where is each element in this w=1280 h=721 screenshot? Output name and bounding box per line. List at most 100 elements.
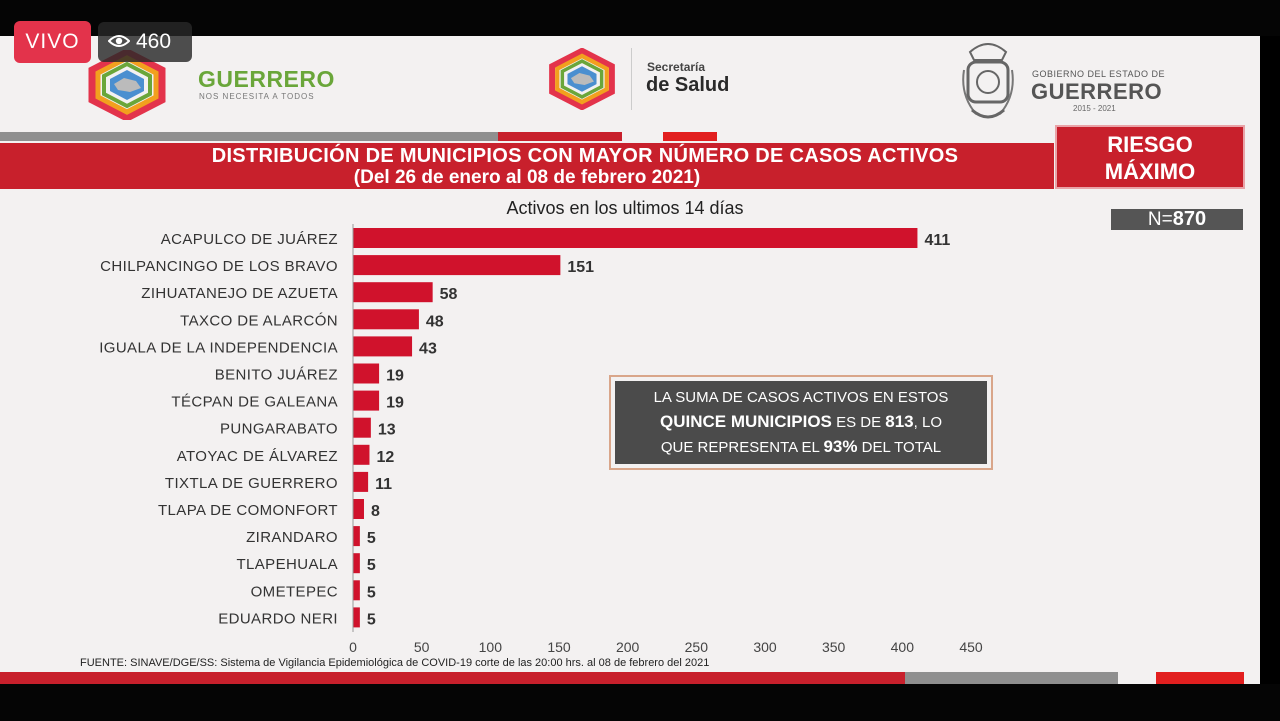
data-label: 5 [367,584,376,601]
footer-strip [1156,672,1244,684]
bar [353,499,364,519]
viewer-count: 460 [136,30,172,53]
brand-name: GUERRERO [198,66,335,92]
category-label: ACAPULCO DE JUÁREZ [161,231,338,248]
data-label: 43 [419,340,437,357]
bar [353,336,413,357]
bar-chart: ACAPULCO DE JUÁREZ 411 CHILPANCINGO DE LOS… [99,224,983,655]
category-label: TIXTLA DE GUERRERO [165,475,338,492]
viewer-count-badge: 460 [98,22,192,62]
x-tick-label: 450 [959,639,983,655]
category-label: EDUARDO NERI [218,610,338,627]
callout-part3: ES DE [836,414,882,431]
bar [353,363,380,384]
bar [353,471,369,492]
slide-date-range: (Del 26 de enero al 08 de febrero 2021) [353,167,701,188]
category-label: CHILPANCINGO DE LOS BRAVO [100,258,338,275]
salud-logo-icon [549,48,615,110]
data-label: 19 [386,395,404,412]
x-tick-label: 150 [547,639,571,655]
x-tick-label: 250 [685,639,709,655]
risk-level-badge: RIESGO MÁXIMO [1055,125,1245,189]
bar [353,309,419,330]
callout-part2: QUINCE MUNICIPIOS [660,412,832,431]
data-label: 8 [371,503,380,520]
live-badge: VIVO [14,21,91,63]
gov-period: 2015 - 2021 [1073,104,1116,113]
category-label: TAXCO DE ALARCÓN [180,312,338,329]
bar [353,580,360,601]
summary-callout-text: LA SUMA DE CASOS ACTIVOS EN ESTOS QUINCE… [615,381,987,464]
total-cases-badge: N=870 [1111,209,1243,230]
stream-bottom-bar [0,684,1280,721]
data-label: 5 [367,530,376,547]
bar [353,444,370,465]
category-label: TLAPEHUALA [236,556,338,573]
category-label: ATOYAC DE ÁLVAREZ [177,448,338,465]
callout-part7: 93% [823,437,858,456]
state-coat-of-arms-icon [962,43,1014,119]
de-salud-label: de Salud [646,74,730,96]
data-label: 151 [567,259,594,276]
bar [353,228,918,248]
x-tick-label: 350 [822,639,846,655]
bar [353,255,561,276]
x-tick-label: 200 [616,639,640,655]
footer-strip [905,672,1118,684]
category-label: IGUALA DE LA INDEPENDENCIA [99,339,338,356]
eye-icon [108,35,130,47]
bar [353,607,360,628]
bar [353,526,360,547]
footer-strip [0,672,905,684]
bar [353,417,371,438]
data-label: 11 [375,476,392,493]
x-tick-label: 300 [753,639,777,655]
x-tick-label: 100 [479,639,503,655]
bar [353,282,433,303]
data-label: 5 [367,611,376,628]
data-label: 12 [376,449,394,466]
slide-title: DISTRIBUCIÓN DE MUNICIPIOS CON MAYOR NÚM… [211,145,959,167]
data-label: 58 [440,286,458,303]
callout-part5: , LO [913,414,942,431]
bar [353,553,360,574]
category-label: TLAPA DE COMONFORT [158,502,338,519]
secretaria-label: Secretaría [647,60,706,74]
category-label: PUNGARABATO [220,421,338,438]
data-label: 48 [426,313,444,330]
risk-line2: MÁXIMO [1104,159,1196,184]
bar [353,390,380,411]
gov-label: GOBIERNO DEL ESTADO DE [1032,69,1166,79]
category-label: ZIHUATANEJO DE AZUETA [141,285,338,302]
presentation-slide: GUERRERO NOS NECESITA A TODOS Secretaría… [0,36,1260,684]
gov-state-name: GUERRERO [1031,79,1163,104]
summary-callout: LA SUMA DE CASOS ACTIVOS EN ESTOS QUINCE… [609,375,993,470]
callout-line1: LA SUMA DE CASOS ACTIVOS EN ESTOS [615,386,987,410]
header-divider [631,48,632,110]
category-label: ZIRANDARO [246,529,338,546]
risk-line1: RIESGO [1107,132,1193,157]
callout-line2: QUINCE MUNICIPIOS ES DE 813, LO [615,410,987,435]
x-tick-label: 0 [349,639,357,655]
decorative-strip [663,132,717,141]
data-label: 411 [924,232,950,249]
category-label: OMETEPEC [251,583,338,600]
callout-line3: QUE REPRESENTA EL 93% DEL TOTAL [615,435,987,460]
brand-tagline: NOS NECESITA A TODOS [199,92,315,101]
total-prefix: N= [1147,209,1173,230]
data-label: 13 [378,422,396,439]
chart-title: Activos en los ultimos 14 días [506,198,744,218]
title-banner: DISTRIBUCIÓN DE MUNICIPIOS CON MAYOR NÚM… [0,143,1054,189]
callout-part8: DEL TOTAL [861,439,942,456]
source-note: FUENTE: SINAVE/DGE/SS: Sistema de Vigila… [80,657,710,669]
x-tick-label: 400 [891,639,915,655]
category-label: TÉCPAN DE GALEANA [171,394,338,411]
category-label: BENITO JUÁREZ [215,367,338,384]
x-tick-label: 50 [414,639,430,655]
data-label: 19 [386,368,404,385]
callout-part6: QUE REPRESENTA EL [660,439,820,456]
guerrero-logo-icon [88,50,166,120]
total-value: 870 [1172,208,1207,230]
decorative-strip [0,132,498,141]
decorative-strip [498,132,622,141]
